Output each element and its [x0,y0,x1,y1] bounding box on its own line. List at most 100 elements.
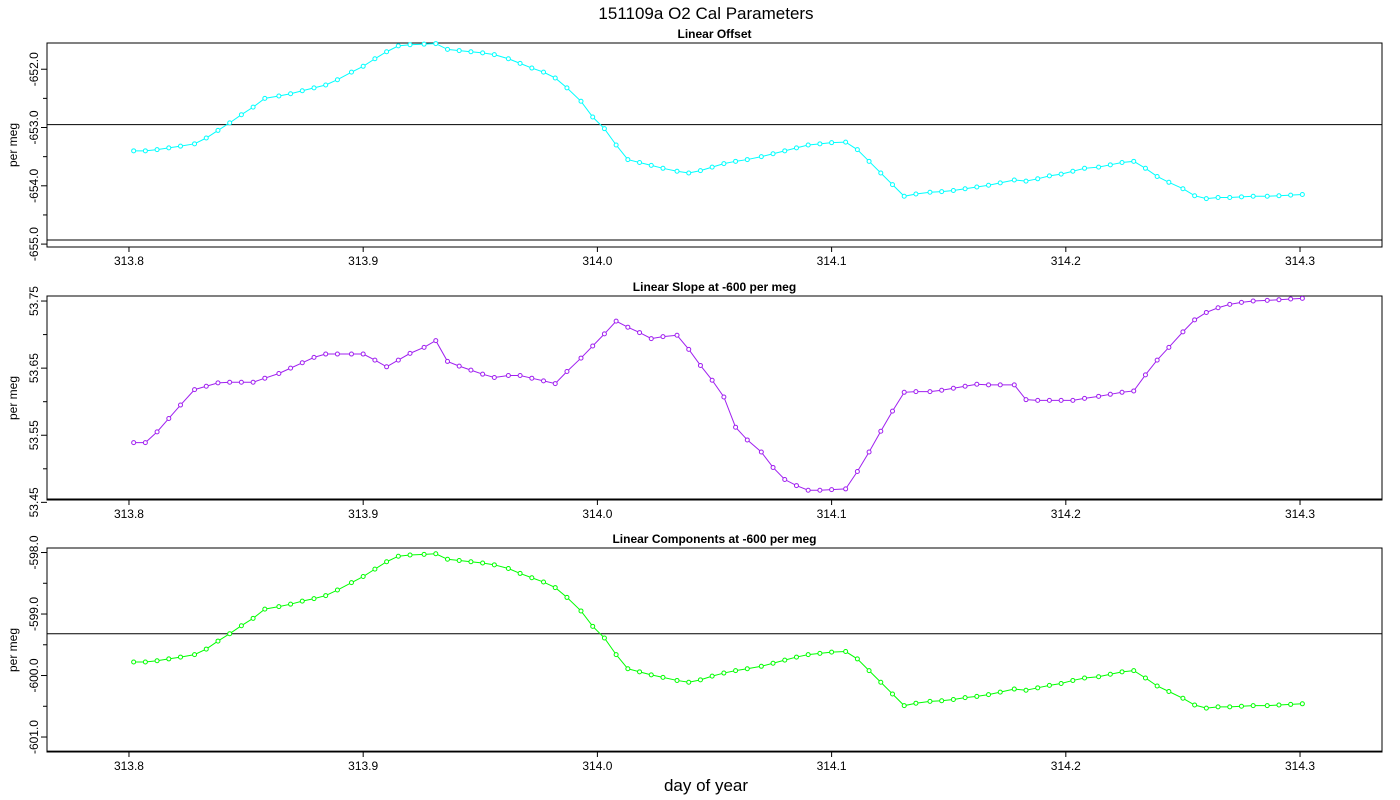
data-point [1180,695,1186,701]
data-point [782,148,788,154]
data-point [1166,179,1172,185]
data-point [227,379,233,385]
data-point [733,668,739,674]
data-point [913,191,919,197]
x-axis-label: day of year [664,776,748,795]
data-point [782,477,788,483]
data-point [817,650,823,656]
panel-3: Linear Components at -600 per meg per meg… [6,532,1383,773]
data-point [541,69,547,75]
x-tick-label: 313.8 [114,507,144,521]
series-line [133,553,1303,709]
x-tick-label: 313.9 [348,759,378,773]
data-point [866,158,872,164]
data-point [1046,682,1052,688]
data-point [890,691,895,697]
data-point [1154,683,1160,689]
data-point [529,575,535,581]
data-point [1299,295,1305,301]
data-point [721,670,727,676]
data-point [901,703,907,709]
data-point [793,483,799,489]
data-point [1082,165,1088,171]
data-point [805,142,811,148]
data-point [674,677,680,683]
data-point [456,48,462,54]
data-point [974,693,980,699]
data-point [1070,397,1076,403]
data-point [854,147,860,153]
data-point [384,559,390,565]
x-tick-label: 314.1 [817,759,847,773]
data-point [866,449,872,455]
data-point [625,666,631,672]
plot-frame [46,547,1383,753]
data-point [541,378,547,384]
data-point [395,553,401,559]
data-point [227,631,233,637]
data-point [1192,702,1198,708]
data-point [744,666,750,672]
data-point [829,487,835,493]
data-point [1131,668,1137,674]
data-point [517,373,523,379]
data-point [348,69,354,75]
data-point [311,596,317,602]
data-point [192,652,198,658]
data-point [529,65,535,71]
data-point [950,385,956,391]
data-point [686,170,692,176]
data-point [1011,686,1017,692]
data-point [360,574,366,580]
data-point [250,379,256,385]
data-point [950,187,956,193]
data-point [866,668,872,674]
data-point [1264,193,1270,199]
data-point [709,164,715,170]
data-point [203,646,209,652]
data-point [1058,681,1064,687]
y-tick-label: -652.0 [27,52,41,86]
data-point [407,42,413,48]
x-tick-label: 314.0 [582,507,612,521]
data-point [697,168,703,174]
data-point [1203,309,1209,315]
data-point [215,638,221,644]
data-point [1215,194,1221,200]
x-tick-label: 314.0 [582,254,612,268]
data-point [541,579,547,585]
data-point [927,389,933,395]
data-point [384,364,390,370]
data-point [468,559,474,565]
data-point [613,652,619,658]
data-point [384,49,390,55]
data-point [564,368,570,374]
data-point [154,658,160,664]
data-point [613,318,619,324]
data-point [372,566,378,572]
data-point [238,379,244,385]
data-point [1264,703,1270,709]
series-line [133,43,1303,200]
data-point [456,363,462,369]
data-point [817,487,823,493]
chart-panels: Linear Offset per meg -652.0 -653.0 -654.0 -6… [6,27,1383,773]
data-point [1276,297,1282,303]
data-point [323,593,329,599]
data-point [829,649,835,655]
data-point [1035,685,1041,691]
data-point [674,168,680,174]
data-point [601,635,607,641]
data-point [142,148,148,154]
data-point [1154,173,1160,179]
data-point [997,689,1003,695]
data-point [238,112,244,118]
data-point [215,127,221,133]
data-point [1119,669,1125,675]
data-point [854,656,860,662]
data-point [1107,162,1113,168]
data-point [986,692,992,698]
data-point [590,114,596,120]
data-point [721,394,727,400]
data-point [1154,357,1160,363]
